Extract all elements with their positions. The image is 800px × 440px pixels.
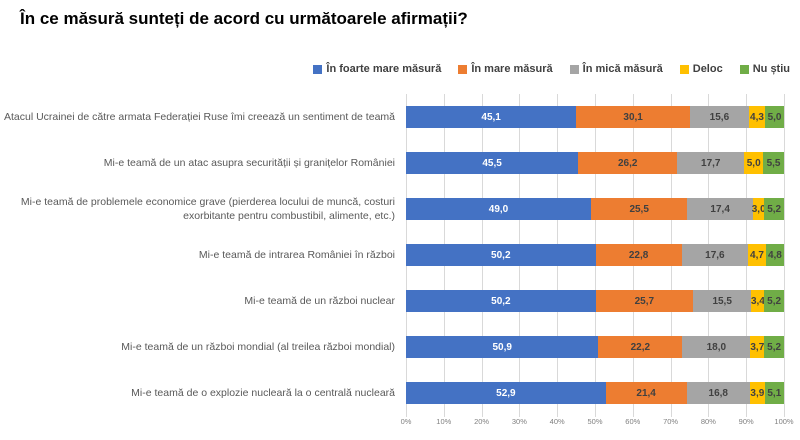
chart-row: Mi-e teamă de problemele economice grave… <box>0 186 800 232</box>
x-axis-tick-label: 40% <box>549 417 565 426</box>
legend-swatch-icon <box>313 64 323 74</box>
bar-segment: 3,7 <box>750 336 765 358</box>
chart-row: Mi-e teamă de un război mondial (al trei… <box>0 324 800 370</box>
bar-segment: 3,0 <box>752 198 766 220</box>
bar-segment: 16,8 <box>686 382 750 404</box>
bar-segment: 5,0 <box>765 106 784 128</box>
gridline <box>784 94 785 417</box>
chart-row: Mi-e teamă de un război nuclear 50,2 25,7 1… <box>0 278 800 324</box>
legend-label: Deloc <box>692 63 723 75</box>
bar-segment: 45,1 <box>406 106 577 128</box>
bar-track: 49,0 25,5 17,4 3,0 5,2 <box>406 198 784 220</box>
bar-segment: 25,5 <box>591 198 688 220</box>
bar-segment: 3,9 <box>749 382 765 404</box>
legend-swatch-icon <box>679 64 689 74</box>
bar-segment: 49,0 <box>406 198 592 220</box>
bar-segment: 5,5 <box>763 152 784 174</box>
bar-segment: 4,3 <box>748 106 766 128</box>
category-label: Mi-e teamă de un atac asupra securității… <box>103 156 395 169</box>
bar-segment: 21,4 <box>605 382 687 404</box>
legend-label: În mare măsură <box>471 63 553 75</box>
legend-item: În foarte mare măsură <box>313 63 441 75</box>
chart-row: Atacul Ucrainei de către armata Federați… <box>0 94 800 140</box>
x-axis-tick-label: 80% <box>700 417 716 426</box>
category-label: Mi-e teamă de o explozie nucleară la o c… <box>131 386 395 399</box>
legend-item: În mare măsură <box>458 63 553 75</box>
bar-track: 50,9 22,2 18,0 3,7 5,2 <box>406 336 784 358</box>
bar-segment: 17,6 <box>681 244 749 266</box>
legend-label: În mică măsură <box>582 63 663 75</box>
bar-segment: 22,8 <box>595 244 682 266</box>
chart-title: În ce măsură sunteți de acord cu următoa… <box>20 9 468 28</box>
legend-item: În mică măsură <box>569 63 663 75</box>
legend: În foarte mare măsură În mare măsură În mi… <box>313 63 790 75</box>
bar-track: 50,2 22,8 17,6 4,7 4,8 <box>406 244 784 266</box>
bar-segment: 5,2 <box>764 198 784 220</box>
bar-segment: 50,2 <box>406 244 596 266</box>
x-axis-tick-label: 50% <box>587 417 603 426</box>
bar-segment: 5,2 <box>764 336 784 358</box>
x-axis-tick-label: 0% <box>400 417 412 426</box>
legend-item: Deloc <box>679 63 723 75</box>
category-label: Atacul Ucrainei de către armata Federați… <box>3 110 395 123</box>
x-axis-tick-label: 100% <box>774 417 794 426</box>
bar-segment: 17,4 <box>687 198 754 220</box>
category-label: Mi-e teamă de un război nuclear <box>244 294 395 307</box>
bar-segment: 15,5 <box>692 290 752 312</box>
bar-segment: 45,5 <box>406 152 579 174</box>
bar-segment: 50,2 <box>406 290 596 312</box>
bar-segment: 30,1 <box>576 106 690 128</box>
legend-swatch-icon <box>739 64 749 74</box>
x-axis-tick-label: 70% <box>663 417 679 426</box>
x-axis-tick-label: 10% <box>436 417 452 426</box>
legend-label: În foarte mare măsură <box>326 63 442 75</box>
bar-track: 45,5 26,2 17,7 5,0 5,5 <box>406 152 784 174</box>
category-label: Mi-e teamă de intrarea României în războ… <box>198 248 395 261</box>
bar-segment: 5,0 <box>744 152 764 174</box>
bar-segment: 52,9 <box>406 382 606 404</box>
legend-swatch-icon <box>569 64 579 74</box>
bar-segment: 18,0 <box>682 336 751 358</box>
x-axis-tick-label: 20% <box>474 417 490 426</box>
legend-swatch-icon <box>458 64 468 74</box>
chart-row: Mi-e teamă de o explozie nucleară la o c… <box>0 370 800 416</box>
bar-segment: 4,8 <box>765 244 784 266</box>
chart-row: Mi-e teamă de un atac asupra securității… <box>0 140 800 186</box>
x-axis-tick-label: 90% <box>738 417 754 426</box>
category-label: Mi-e teamă de un război mondial (al trei… <box>121 340 395 353</box>
bar-track: 45,1 30,1 15,6 4,3 5,0 <box>406 106 784 128</box>
legend-label: Nu știu <box>752 63 790 75</box>
x-axis: 0% 10% 20% 30% 40% 50% 60% 70% 80% 90% 100% <box>401 414 794 430</box>
legend-item: Nu știu <box>739 63 790 75</box>
bar-segment: 50,9 <box>406 336 599 358</box>
bar-track: 50,2 25,7 15,5 3,4 5,2 <box>406 290 784 312</box>
bar-segment: 25,7 <box>595 290 693 312</box>
bar-segment: 17,7 <box>677 152 745 174</box>
bar-track: 52,9 21,4 16,8 3,9 5,1 <box>406 382 784 404</box>
x-axis-tick-label: 30% <box>511 417 527 426</box>
chart-rows: Atacul Ucrainei de către armata Federați… <box>0 94 800 416</box>
stacked-bar-chart: Atacul Ucrainei de către armata Federați… <box>0 94 800 426</box>
chart-row: Mi-e teamă de intrarea României în războ… <box>0 232 800 278</box>
bar-segment: 22,2 <box>598 336 683 358</box>
bar-segment: 4,7 <box>748 244 766 266</box>
bar-segment: 15,6 <box>689 106 749 128</box>
bar-segment: 26,2 <box>578 152 678 174</box>
bar-segment: 5,1 <box>764 382 784 404</box>
bar-segment: 5,2 <box>764 290 784 312</box>
x-axis-tick-label: 60% <box>625 417 641 426</box>
bar-segment: 3,4 <box>751 290 765 312</box>
category-label: Mi-e teamă de problemele economice grave… <box>20 195 395 222</box>
